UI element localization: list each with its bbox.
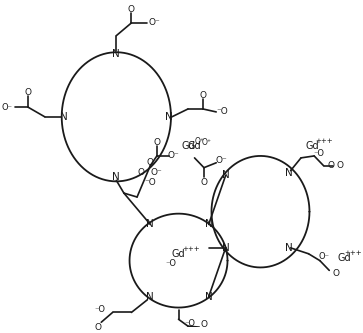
Text: O: O bbox=[200, 91, 207, 100]
Text: N: N bbox=[146, 219, 154, 229]
Text: +++: +++ bbox=[344, 250, 362, 256]
Text: O: O bbox=[24, 88, 31, 97]
Text: O: O bbox=[200, 178, 208, 187]
Text: O⁻: O⁻ bbox=[168, 152, 180, 161]
Text: +++: +++ bbox=[316, 138, 333, 144]
Text: O⁻: O⁻ bbox=[318, 252, 329, 261]
Text: ⁻O: ⁻O bbox=[184, 319, 195, 328]
Text: O: O bbox=[137, 168, 144, 177]
Text: Gd: Gd bbox=[338, 253, 351, 263]
Text: N: N bbox=[113, 172, 120, 182]
Text: Gd: Gd bbox=[188, 141, 201, 151]
Text: ⁻O: ⁻O bbox=[144, 178, 156, 187]
Text: O⁺: O⁺ bbox=[202, 138, 212, 147]
Text: ⁻O: ⁻O bbox=[216, 108, 228, 117]
Text: O: O bbox=[94, 323, 101, 332]
Text: Gd: Gd bbox=[172, 249, 185, 259]
Text: O: O bbox=[328, 161, 335, 170]
Text: O: O bbox=[128, 5, 135, 14]
Text: N: N bbox=[285, 243, 293, 253]
Text: Gd: Gd bbox=[306, 141, 319, 151]
Text: O: O bbox=[200, 320, 208, 329]
Text: O: O bbox=[336, 161, 343, 170]
Text: N: N bbox=[205, 219, 213, 229]
Text: ⁻O: ⁻O bbox=[313, 149, 325, 158]
Text: N: N bbox=[222, 243, 229, 253]
Text: O⁻: O⁻ bbox=[151, 168, 163, 177]
Text: O⁻: O⁻ bbox=[2, 103, 13, 112]
Text: Gd: Gd bbox=[181, 141, 195, 151]
Text: O⁻: O⁻ bbox=[148, 18, 160, 27]
Text: O⁻: O⁻ bbox=[216, 156, 228, 165]
Text: +++: +++ bbox=[182, 246, 200, 252]
Text: O: O bbox=[153, 138, 160, 147]
Text: N: N bbox=[146, 292, 154, 302]
Text: ⁻O: ⁻O bbox=[166, 259, 176, 268]
Text: O: O bbox=[333, 269, 339, 278]
Text: N: N bbox=[165, 112, 173, 122]
Text: N: N bbox=[222, 170, 229, 180]
Text: O⁺: O⁺ bbox=[194, 137, 204, 146]
Text: N: N bbox=[60, 112, 68, 122]
Text: ⁻O: ⁻O bbox=[94, 305, 105, 314]
Text: O: O bbox=[147, 158, 154, 167]
Text: N: N bbox=[113, 49, 120, 59]
Text: N: N bbox=[205, 292, 213, 302]
Text: N: N bbox=[285, 167, 293, 177]
